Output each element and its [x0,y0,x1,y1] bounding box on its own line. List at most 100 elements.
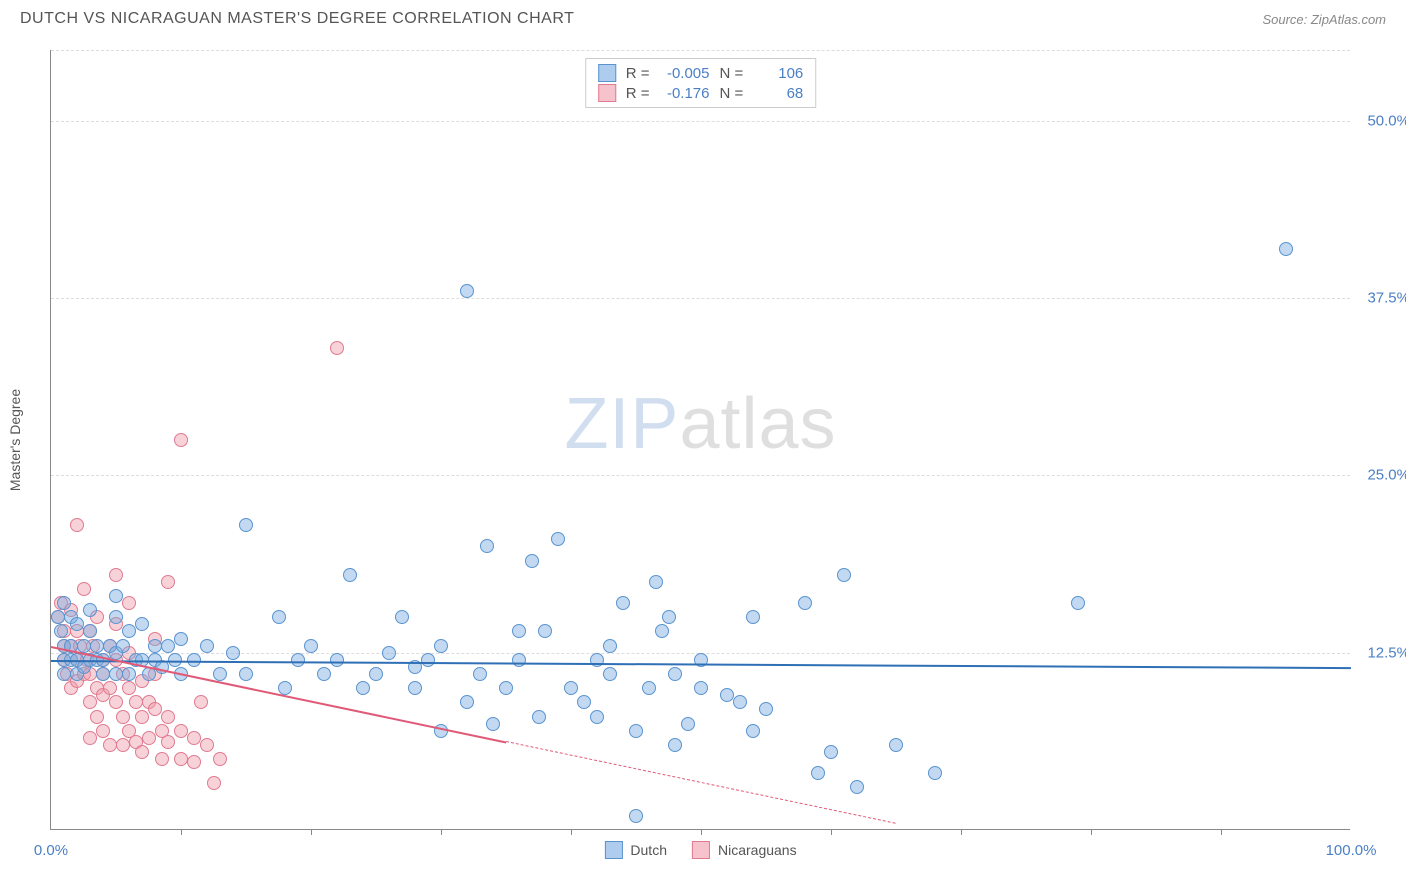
data-point-nicaraguans [103,738,117,752]
data-point-dutch [122,667,136,681]
data-point-dutch [564,681,578,695]
data-point-dutch [460,695,474,709]
data-point-dutch [109,589,123,603]
data-point-nicaraguans [103,681,117,695]
r-value-dutch: -0.005 [660,65,710,82]
data-point-dutch [395,610,409,624]
ytick-label: 25.0% [1355,467,1406,484]
data-point-dutch [122,624,136,638]
watermark-atlas: atlas [679,384,836,464]
data-point-nicaraguans [174,724,188,738]
data-point-nicaraguans [83,695,97,709]
data-point-nicaraguans [135,710,149,724]
data-point-dutch [330,653,344,667]
n-value-dutch: 106 [753,65,803,82]
legend-item-nicaraguans: Nicaraguans [692,841,797,859]
data-point-dutch [603,667,617,681]
data-point-nicaraguans [77,582,91,596]
data-point-dutch [649,575,663,589]
data-point-dutch [304,639,318,653]
xtick-mark [311,829,312,835]
data-point-dutch [759,702,773,716]
data-point-dutch [213,667,227,681]
chart-area: Master's Degree ZIPatlas R = -0.005 N = … [50,50,1350,830]
data-point-nicaraguans [155,752,169,766]
xtick-mark [1221,829,1222,835]
swatch-dutch-2 [604,841,622,859]
data-point-dutch [343,568,357,582]
data-point-dutch [642,681,656,695]
data-point-dutch [746,610,760,624]
data-point-nicaraguans [135,745,149,759]
xtick-mark [441,829,442,835]
data-point-dutch [532,710,546,724]
data-point-dutch [798,596,812,610]
data-point-dutch [317,667,331,681]
stats-row-dutch: R = -0.005 N = 106 [598,63,804,83]
data-point-nicaraguans [109,568,123,582]
data-point-dutch [512,624,526,638]
data-point-nicaraguans [83,731,97,745]
data-point-dutch [109,667,123,681]
data-point-dutch [662,610,676,624]
xtick-mark [571,829,572,835]
swatch-dutch [598,64,616,82]
data-point-nicaraguans [187,731,201,745]
data-point-dutch [272,610,286,624]
data-point-dutch [720,688,734,702]
n-label: N = [720,65,744,82]
xtick-label: 100.0% [1326,842,1377,859]
xtick-mark [831,829,832,835]
data-point-dutch [837,568,851,582]
data-point-dutch [629,724,643,738]
data-point-dutch [928,766,942,780]
data-point-dutch [161,639,175,653]
y-axis-label: Master's Degree [7,389,23,491]
chart-title: DUTCH VS NICARAGUAN MASTER'S DEGREE CORR… [20,10,574,28]
data-point-dutch [681,717,695,731]
data-point-dutch [538,624,552,638]
data-point-dutch [460,284,474,298]
data-point-dutch [590,710,604,724]
data-point-nicaraguans [161,575,175,589]
data-point-dutch [83,624,97,638]
data-point-dutch [77,639,91,653]
data-point-nicaraguans [207,776,221,790]
data-point-dutch [57,667,71,681]
data-point-dutch [616,596,630,610]
ytick-label: 50.0% [1355,112,1406,129]
series-legend: Dutch Nicaraguans [604,841,796,859]
data-point-dutch [889,738,903,752]
legend-label-nicaraguans: Nicaraguans [718,842,797,858]
data-point-dutch [473,667,487,681]
data-point-dutch [239,518,253,532]
data-point-dutch [135,617,149,631]
data-point-dutch [408,681,422,695]
n-value-nicaraguans: 68 [753,85,803,102]
data-point-dutch [57,596,71,610]
data-point-dutch [96,667,110,681]
data-point-nicaraguans [174,752,188,766]
r-label-2: R = [626,85,650,102]
plot-region: ZIPatlas R = -0.005 N = 106 R = -0.176 N… [50,50,1350,830]
data-point-dutch [174,632,188,646]
data-point-dutch [239,667,253,681]
swatch-nicaraguans-2 [692,841,710,859]
data-point-dutch [668,738,682,752]
data-point-nicaraguans [161,710,175,724]
r-label: R = [626,65,650,82]
xtick-mark [961,829,962,835]
data-point-dutch [90,639,104,653]
data-point-dutch [51,610,65,624]
data-point-nicaraguans [213,752,227,766]
data-point-nicaraguans [96,724,110,738]
data-point-dutch [421,653,435,667]
gridline-h [51,121,1350,122]
data-point-dutch [116,639,130,653]
gridline-h [51,50,1350,51]
data-point-dutch [824,745,838,759]
source-label: Source: ZipAtlas.com [1262,12,1386,27]
data-point-dutch [200,639,214,653]
data-point-dutch [480,539,494,553]
xtick-mark [701,829,702,835]
